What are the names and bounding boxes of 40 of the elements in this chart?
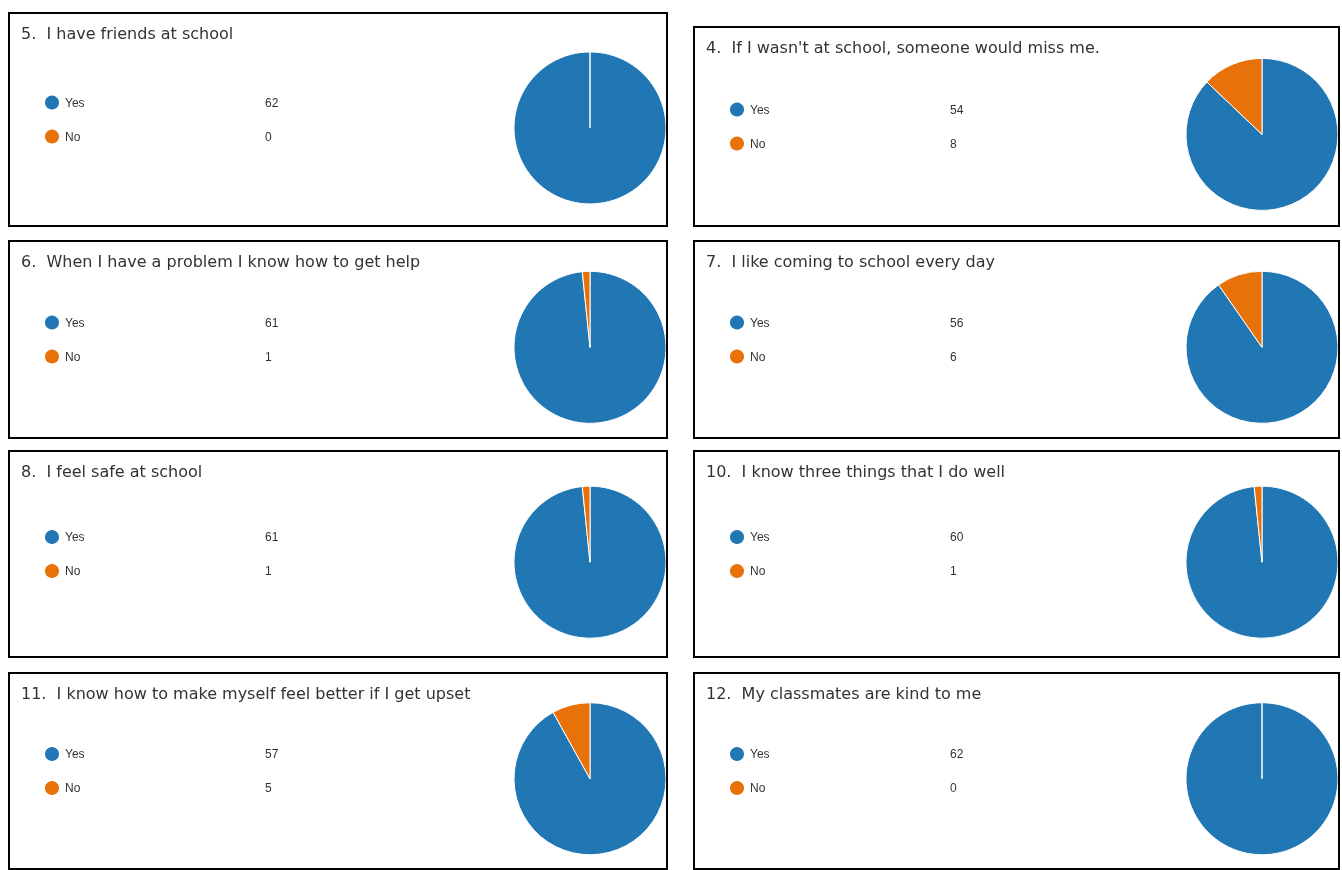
legend-label: No	[750, 564, 766, 578]
legend-label: No	[750, 136, 766, 151]
data-label: 1	[265, 349, 272, 364]
text: 0	[950, 781, 957, 795]
legend-label: Yes	[750, 530, 770, 544]
legend-label: Yes	[65, 315, 85, 330]
data-label: 56	[950, 315, 964, 330]
chart-title: 11. I know how to make myself feel better if I get upset	[21, 683, 471, 703]
chart-title: 8. I feel safe at school	[21, 461, 203, 481]
legend-label: Yes	[65, 747, 85, 761]
legend-label: No	[65, 129, 81, 144]
data-label: 1	[950, 564, 957, 578]
data-label: 61	[265, 315, 279, 330]
data-label: 1	[265, 564, 272, 578]
chart-title: 6. When I have a problem I know how to get help	[21, 251, 421, 271]
data-label: 62	[950, 747, 964, 761]
legend-label: Yes	[65, 530, 85, 544]
legend-label: No	[750, 781, 766, 795]
data-label: 60	[950, 530, 964, 544]
chart-title: 5. I have friends at school	[21, 23, 234, 43]
chart-title: 7. I like coming to school every day	[706, 251, 996, 271]
legend-label: No	[65, 564, 81, 578]
data-label: 62	[265, 95, 279, 110]
data-label: 8	[950, 136, 957, 151]
data-label: 5	[265, 781, 272, 795]
chart-title: 10. I know three things that I do well	[706, 461, 1006, 481]
data-label: 61	[265, 530, 279, 544]
text: 0	[265, 129, 272, 144]
legend-label: Yes	[65, 95, 85, 110]
chart-title: 12. My classmates are kind to me	[706, 683, 982, 703]
data-label: 57	[265, 747, 279, 761]
legend-label: Yes	[750, 315, 770, 330]
legend-label: No	[65, 349, 81, 364]
legend-label: Yes	[750, 102, 770, 117]
legend-label: No	[65, 781, 81, 795]
legend-label: No	[750, 349, 766, 364]
chart-title: 4. If I wasn't at school, someone would miss me.	[706, 37, 1100, 57]
data-label: 6	[950, 349, 957, 364]
data-label: 54	[950, 102, 964, 117]
legend-label: Yes	[750, 747, 770, 761]
